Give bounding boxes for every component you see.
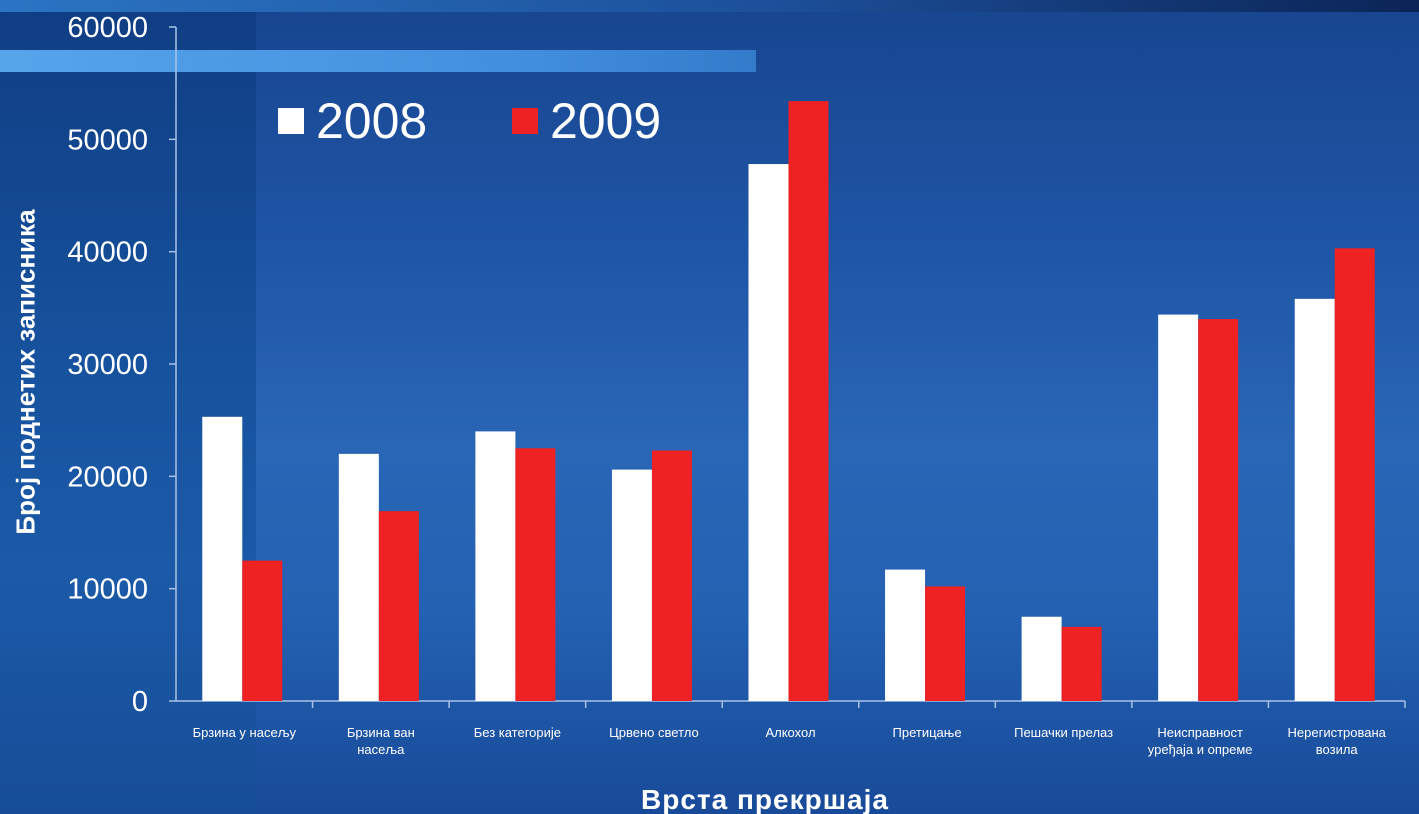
legend-label-2008: 2008 bbox=[316, 93, 428, 149]
bar-2009 bbox=[1198, 319, 1239, 701]
x-tick-label: Брзина у насељу bbox=[193, 725, 297, 740]
bar-2008 bbox=[1021, 616, 1062, 701]
x-tick-label: Нерегистрована bbox=[1288, 725, 1387, 740]
bar-2008 bbox=[202, 416, 243, 701]
y-tick-label: 50000 bbox=[67, 124, 148, 156]
y-tick-label: 60000 bbox=[67, 12, 148, 44]
x-tick-label: Брзина ван bbox=[347, 725, 415, 740]
bar-2009 bbox=[378, 511, 419, 701]
x-tick-label: Пешачки прелаз bbox=[1014, 725, 1113, 740]
bar-2008 bbox=[885, 569, 926, 701]
y-tick-label: 40000 bbox=[67, 237, 148, 269]
bar-2009 bbox=[788, 101, 829, 701]
decorative-stripe bbox=[0, 50, 756, 72]
bar-2008 bbox=[611, 469, 652, 701]
legend-item-2008: 2008 bbox=[278, 96, 427, 146]
bar-2008 bbox=[475, 431, 516, 701]
y-tick-label: 30000 bbox=[67, 349, 148, 381]
tick-labels: 0 10000 20000 30000 40000 50000 60000 Брзина у … bbox=[67, 12, 1386, 757]
y-tick-label: 0 bbox=[132, 686, 148, 718]
legend-swatch-2008 bbox=[278, 108, 304, 134]
x-axis-title: Врста прекршаја bbox=[641, 784, 889, 814]
y-tick-label: 10000 bbox=[67, 574, 148, 606]
bar-2009 bbox=[1334, 248, 1375, 701]
bar-2009 bbox=[925, 586, 966, 701]
bar-2008 bbox=[1158, 314, 1199, 701]
x-tick-label: Алкохол bbox=[765, 725, 815, 740]
legend-item-2009: 2009 bbox=[512, 96, 661, 146]
legend-swatch-2009 bbox=[512, 108, 538, 134]
x-tick-label: уређаја и опреме bbox=[1148, 742, 1253, 757]
x-tick-label: Неисправност bbox=[1157, 725, 1243, 740]
bar-2009 bbox=[242, 560, 283, 701]
x-tick-label: Црвено светло bbox=[609, 725, 699, 740]
legend-label-2009: 2009 bbox=[550, 93, 662, 149]
bar-2008 bbox=[1294, 298, 1335, 701]
bar-2009 bbox=[1061, 626, 1102, 701]
x-tick-label: насеља bbox=[357, 742, 405, 757]
bars bbox=[202, 101, 1375, 702]
x-tick-label: Претицање bbox=[893, 725, 962, 740]
y-axis-title: Број поднетих записника bbox=[10, 209, 41, 535]
y-tick-label: 20000 bbox=[67, 461, 148, 493]
x-tick-label: Без категорије bbox=[474, 725, 561, 740]
x-tick-label: возила bbox=[1316, 742, 1359, 757]
bar-2008 bbox=[338, 453, 379, 701]
bar-2009 bbox=[515, 448, 556, 701]
bar-2008 bbox=[748, 164, 789, 702]
top-glow-strip bbox=[0, 0, 1419, 12]
bar-2009 bbox=[651, 450, 692, 701]
